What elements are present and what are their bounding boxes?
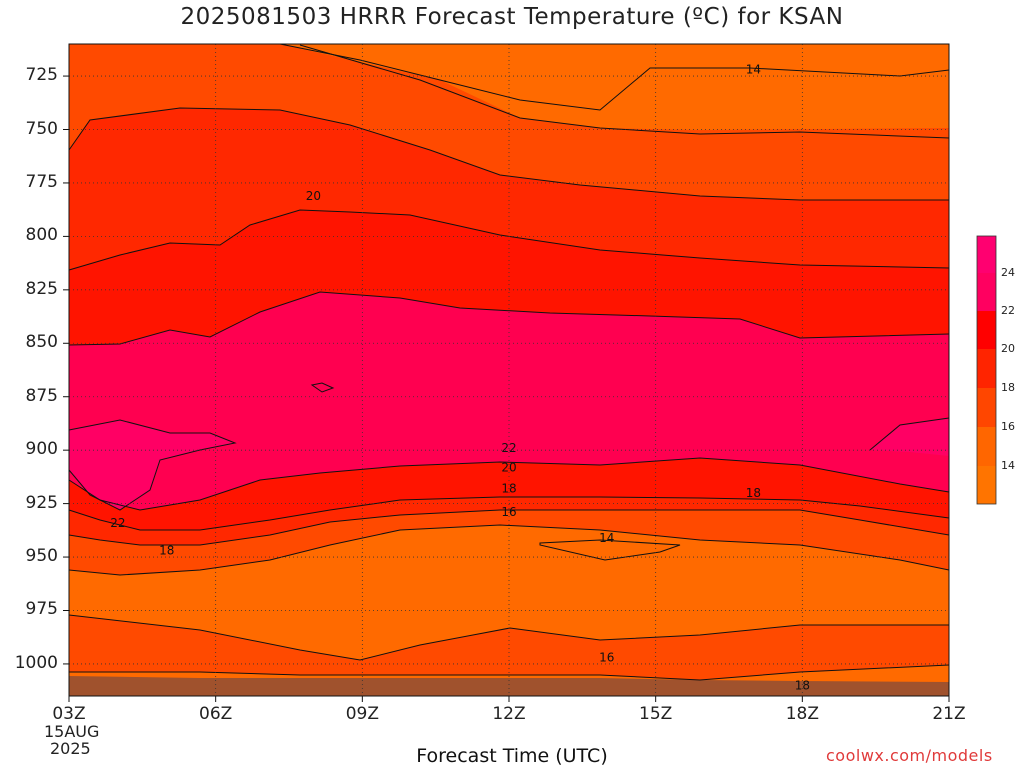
colorbar-segment — [977, 427, 996, 466]
contour-label: 18 — [159, 544, 174, 558]
y-tick-label: 825 — [25, 278, 58, 299]
y-tick-label: 850 — [25, 332, 58, 353]
colorbar-label: 14 — [1001, 459, 1015, 472]
colorbar-label: 20 — [1001, 342, 1015, 355]
contour-line-16-lower — [68, 524, 950, 576]
y-tick-label: 875 — [25, 385, 58, 406]
contour-label: 22 — [110, 516, 125, 530]
credit-link[interactable]: coolwx.com/models — [826, 746, 993, 765]
colorbar-label: 24 — [1001, 266, 1015, 279]
contour-label: 18 — [795, 678, 810, 692]
contour-label: 20 — [501, 460, 516, 474]
contour-lines — [68, 43, 950, 681]
y-tick-label: 975 — [25, 599, 58, 620]
x-axis-date-year: 2025 — [50, 739, 91, 758]
y-tick-label: 925 — [25, 492, 58, 513]
x-axis-title: Forecast Time (UTC) — [416, 745, 608, 767]
contour-line-24-right — [869, 417, 950, 451]
colorbar-label: 18 — [1001, 381, 1015, 394]
contour-line-16-upper — [68, 107, 949, 201]
contour-line-18-bottom — [69, 664, 950, 681]
colorbar-label: 16 — [1001, 420, 1015, 433]
grid — [69, 44, 949, 696]
contour-label: 14 — [746, 63, 761, 77]
axis-ticks — [63, 75, 950, 702]
contour-line-22-upper — [68, 291, 950, 346]
colorbar-segment — [977, 236, 996, 273]
contour-label: 14 — [599, 531, 614, 545]
contour-line-14-island — [539, 539, 681, 561]
colorbar — [976, 235, 997, 505]
contour-labels: 14 20 22 20 18 16 14 18 22 18 16 18 — [110, 63, 810, 693]
contour-label: 16 — [599, 651, 614, 665]
colorbar-segment — [977, 273, 996, 311]
y-tick-label: 1000 — [14, 652, 58, 673]
contour-line-16-upper-b — [299, 44, 950, 139]
contour-line-20-lower — [68, 496, 950, 531]
colorbar-segment — [977, 311, 996, 349]
x-tick-label: 18Z — [785, 704, 819, 724]
x-tick-label: 12Z — [492, 704, 526, 724]
contour-line-18-lower — [68, 509, 950, 546]
contour-line-24-left — [68, 419, 237, 511]
contour-label: 20 — [306, 189, 321, 203]
colorbar-frame — [976, 235, 997, 505]
y-tick-label: 900 — [25, 439, 58, 460]
colorbar-segment — [977, 349, 996, 388]
contour-label: 16 — [501, 505, 516, 519]
ground — [69, 676, 949, 696]
colorbar-label: 22 — [1001, 304, 1015, 317]
y-tick-label: 800 — [25, 225, 58, 246]
y-tick-label: 775 — [25, 171, 58, 192]
contour-line-22-isle — [310, 382, 335, 393]
chart-title: 2025081503 HRRR Forecast Temperature (ºC… — [180, 4, 844, 30]
y-tick-label: 950 — [25, 546, 58, 567]
plot-frame — [68, 43, 950, 697]
colorbar-segment — [977, 388, 996, 427]
contour-label: 18 — [746, 486, 761, 500]
x-axis-date-day: 15AUG — [44, 722, 100, 741]
y-tick-label: 750 — [25, 118, 58, 139]
x-tick-label: 15Z — [639, 704, 673, 724]
contour-line-16-bottom — [68, 614, 949, 661]
x-tick-label: 06Z — [199, 704, 233, 724]
contour-label: 18 — [501, 482, 516, 496]
x-tick-label: 03Z — [52, 704, 86, 724]
x-tick-label: 09Z — [345, 704, 379, 724]
contour-line-22-lower — [68, 457, 950, 511]
colorbar-segment — [977, 466, 996, 504]
contour-label: 22 — [501, 441, 516, 455]
contour-line-14-upper — [279, 43, 950, 111]
contour-line-20 — [68, 209, 950, 271]
y-tick-label: 725 — [25, 65, 58, 86]
x-tick-label: 21Z — [932, 704, 966, 724]
